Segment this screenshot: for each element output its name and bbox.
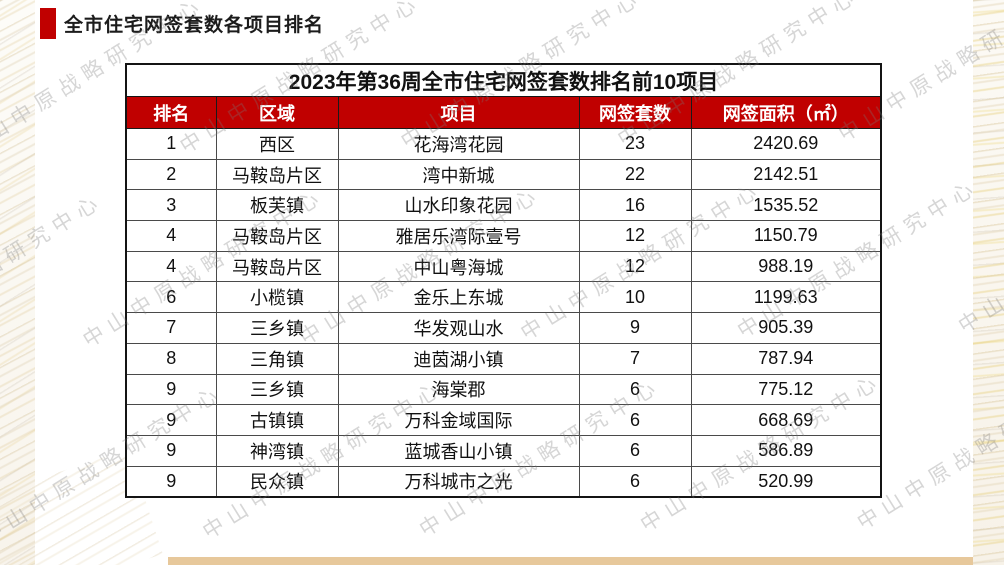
section-title: 全市住宅网签套数各项目排名 — [64, 15, 325, 36]
cell-units: 6 — [578, 404, 692, 436]
red-bullet-icon — [40, 8, 56, 39]
cell-area: 2142.51 — [690, 158, 882, 191]
cell-district: 三乡镇 — [215, 373, 339, 406]
cell-project: 海棠郡 — [337, 373, 580, 406]
cell-district: 三乡镇 — [215, 312, 339, 344]
cell-area: 668.69 — [690, 404, 882, 436]
col-header-rank: 排名 — [125, 96, 217, 129]
cell-district: 神湾镇 — [215, 434, 339, 467]
cell-project: 中山粤海城 — [337, 250, 580, 283]
cell-units: 12 — [578, 220, 692, 252]
col-header-district: 区域 — [215, 96, 339, 129]
cell-area: 1199.63 — [690, 281, 882, 314]
table-row: 4 马鞍岛片区 雅居乐湾际壹号 12 1150.79 — [125, 220, 882, 252]
cell-district: 板芙镇 — [215, 189, 339, 222]
cell-area: 787.94 — [690, 342, 882, 375]
table-row: 7 三乡镇 华发观山水 9 905.39 — [125, 312, 882, 344]
cell-rank: 1 — [125, 128, 217, 160]
cell-units: 23 — [578, 128, 692, 160]
col-header-units: 网签套数 — [578, 96, 692, 129]
cell-units: 6 — [578, 465, 692, 498]
cell-rank: 2 — [125, 158, 217, 191]
table-row: 3 板芙镇 山水印象花园 16 1535.52 — [125, 189, 882, 222]
table-title-row: 2023年第36周全市住宅网签套数排名前10项目 — [125, 63, 882, 97]
cell-district: 三角镇 — [215, 342, 339, 375]
table-row: 1 西区 花海湾花园 23 2420.69 — [125, 128, 882, 160]
table-row: 8 三角镇 迪茵湖小镇 7 787.94 — [125, 342, 882, 375]
cell-rank: 3 — [125, 189, 217, 222]
cell-district: 民众镇 — [215, 465, 339, 498]
table-row: 9 神湾镇 蓝城香山小镇 6 586.89 — [125, 434, 882, 467]
cell-district: 西区 — [215, 128, 339, 160]
col-header-project: 项目 — [337, 96, 580, 129]
cell-area: 520.99 — [690, 465, 882, 498]
marble-strip-left — [0, 0, 35, 565]
cell-rank: 9 — [125, 373, 217, 406]
cell-area: 905.39 — [690, 312, 882, 344]
cell-units: 22 — [578, 158, 692, 191]
cell-project: 雅居乐湾际壹号 — [337, 220, 580, 252]
cell-area: 1150.79 — [690, 220, 882, 252]
cell-project: 花海湾花园 — [337, 128, 580, 160]
cell-district: 马鞍岛片区 — [215, 250, 339, 283]
cell-district: 古镇镇 — [215, 404, 339, 436]
ranking-table: 2023年第36周全市住宅网签套数排名前10项目 排名 区域 项目 网签套数 网… — [125, 63, 883, 499]
table-row: 9 古镇镇 万科金域国际 6 668.69 — [125, 404, 882, 436]
cell-rank: 6 — [125, 281, 217, 314]
cell-project: 万科城市之光 — [337, 465, 580, 498]
footer-accent-bar — [168, 557, 1004, 565]
cell-rank: 8 — [125, 342, 217, 375]
table-row: 9 民众镇 万科城市之光 6 520.99 — [125, 465, 882, 498]
cell-rank: 4 — [125, 220, 217, 252]
cell-district: 小榄镇 — [215, 281, 339, 314]
cell-units: 6 — [578, 434, 692, 467]
cell-area: 988.19 — [690, 250, 882, 283]
cell-project: 迪茵湖小镇 — [337, 342, 580, 375]
cell-rank: 9 — [125, 434, 217, 467]
cell-rank: 7 — [125, 312, 217, 344]
col-header-area: 网签面积（㎡） — [690, 96, 882, 129]
table-title: 2023年第36周全市住宅网签套数排名前10项目 — [125, 63, 882, 97]
cell-rank: 4 — [125, 250, 217, 283]
cell-units: 16 — [578, 189, 692, 222]
cell-rank: 9 — [125, 404, 217, 436]
cell-project: 万科金域国际 — [337, 404, 580, 436]
cell-district: 马鞍岛片区 — [215, 158, 339, 191]
table-body: 1 西区 花海湾花园 23 2420.69 2 马鞍岛片区 湾中新城 22 2142.51 3 板芙镇… — [125, 128, 882, 498]
table-row: 2 马鞍岛片区 湾中新城 22 2142.51 — [125, 158, 882, 191]
cell-rank: 9 — [125, 465, 217, 498]
cell-area: 586.89 — [690, 434, 882, 467]
cell-units: 12 — [578, 250, 692, 283]
table-row: 4 马鞍岛片区 中山粤海城 12 988.19 — [125, 250, 882, 283]
section-header: 全市住宅网签套数各项目排名 — [40, 8, 324, 39]
table-row: 9 三乡镇 海棠郡 6 775.12 — [125, 373, 882, 406]
cell-units: 10 — [578, 281, 692, 314]
cell-area: 775.12 — [690, 373, 882, 406]
cell-area: 2420.69 — [690, 128, 882, 160]
cell-district: 马鞍岛片区 — [215, 220, 339, 252]
cell-project: 蓝城香山小镇 — [337, 434, 580, 467]
cell-area: 1535.52 — [690, 189, 882, 222]
cell-units: 9 — [578, 312, 692, 344]
cell-project: 山水印象花园 — [337, 189, 580, 222]
marble-strip-right — [973, 0, 1004, 565]
cell-project: 华发观山水 — [337, 312, 580, 344]
cell-units: 7 — [578, 342, 692, 375]
table-row: 6 小榄镇 金乐上东城 10 1199.63 — [125, 281, 882, 314]
table-header-row: 排名 区域 项目 网签套数 网签面积（㎡） — [125, 96, 882, 129]
cell-units: 6 — [578, 373, 692, 406]
cell-project: 金乐上东城 — [337, 281, 580, 314]
cell-project: 湾中新城 — [337, 158, 580, 191]
